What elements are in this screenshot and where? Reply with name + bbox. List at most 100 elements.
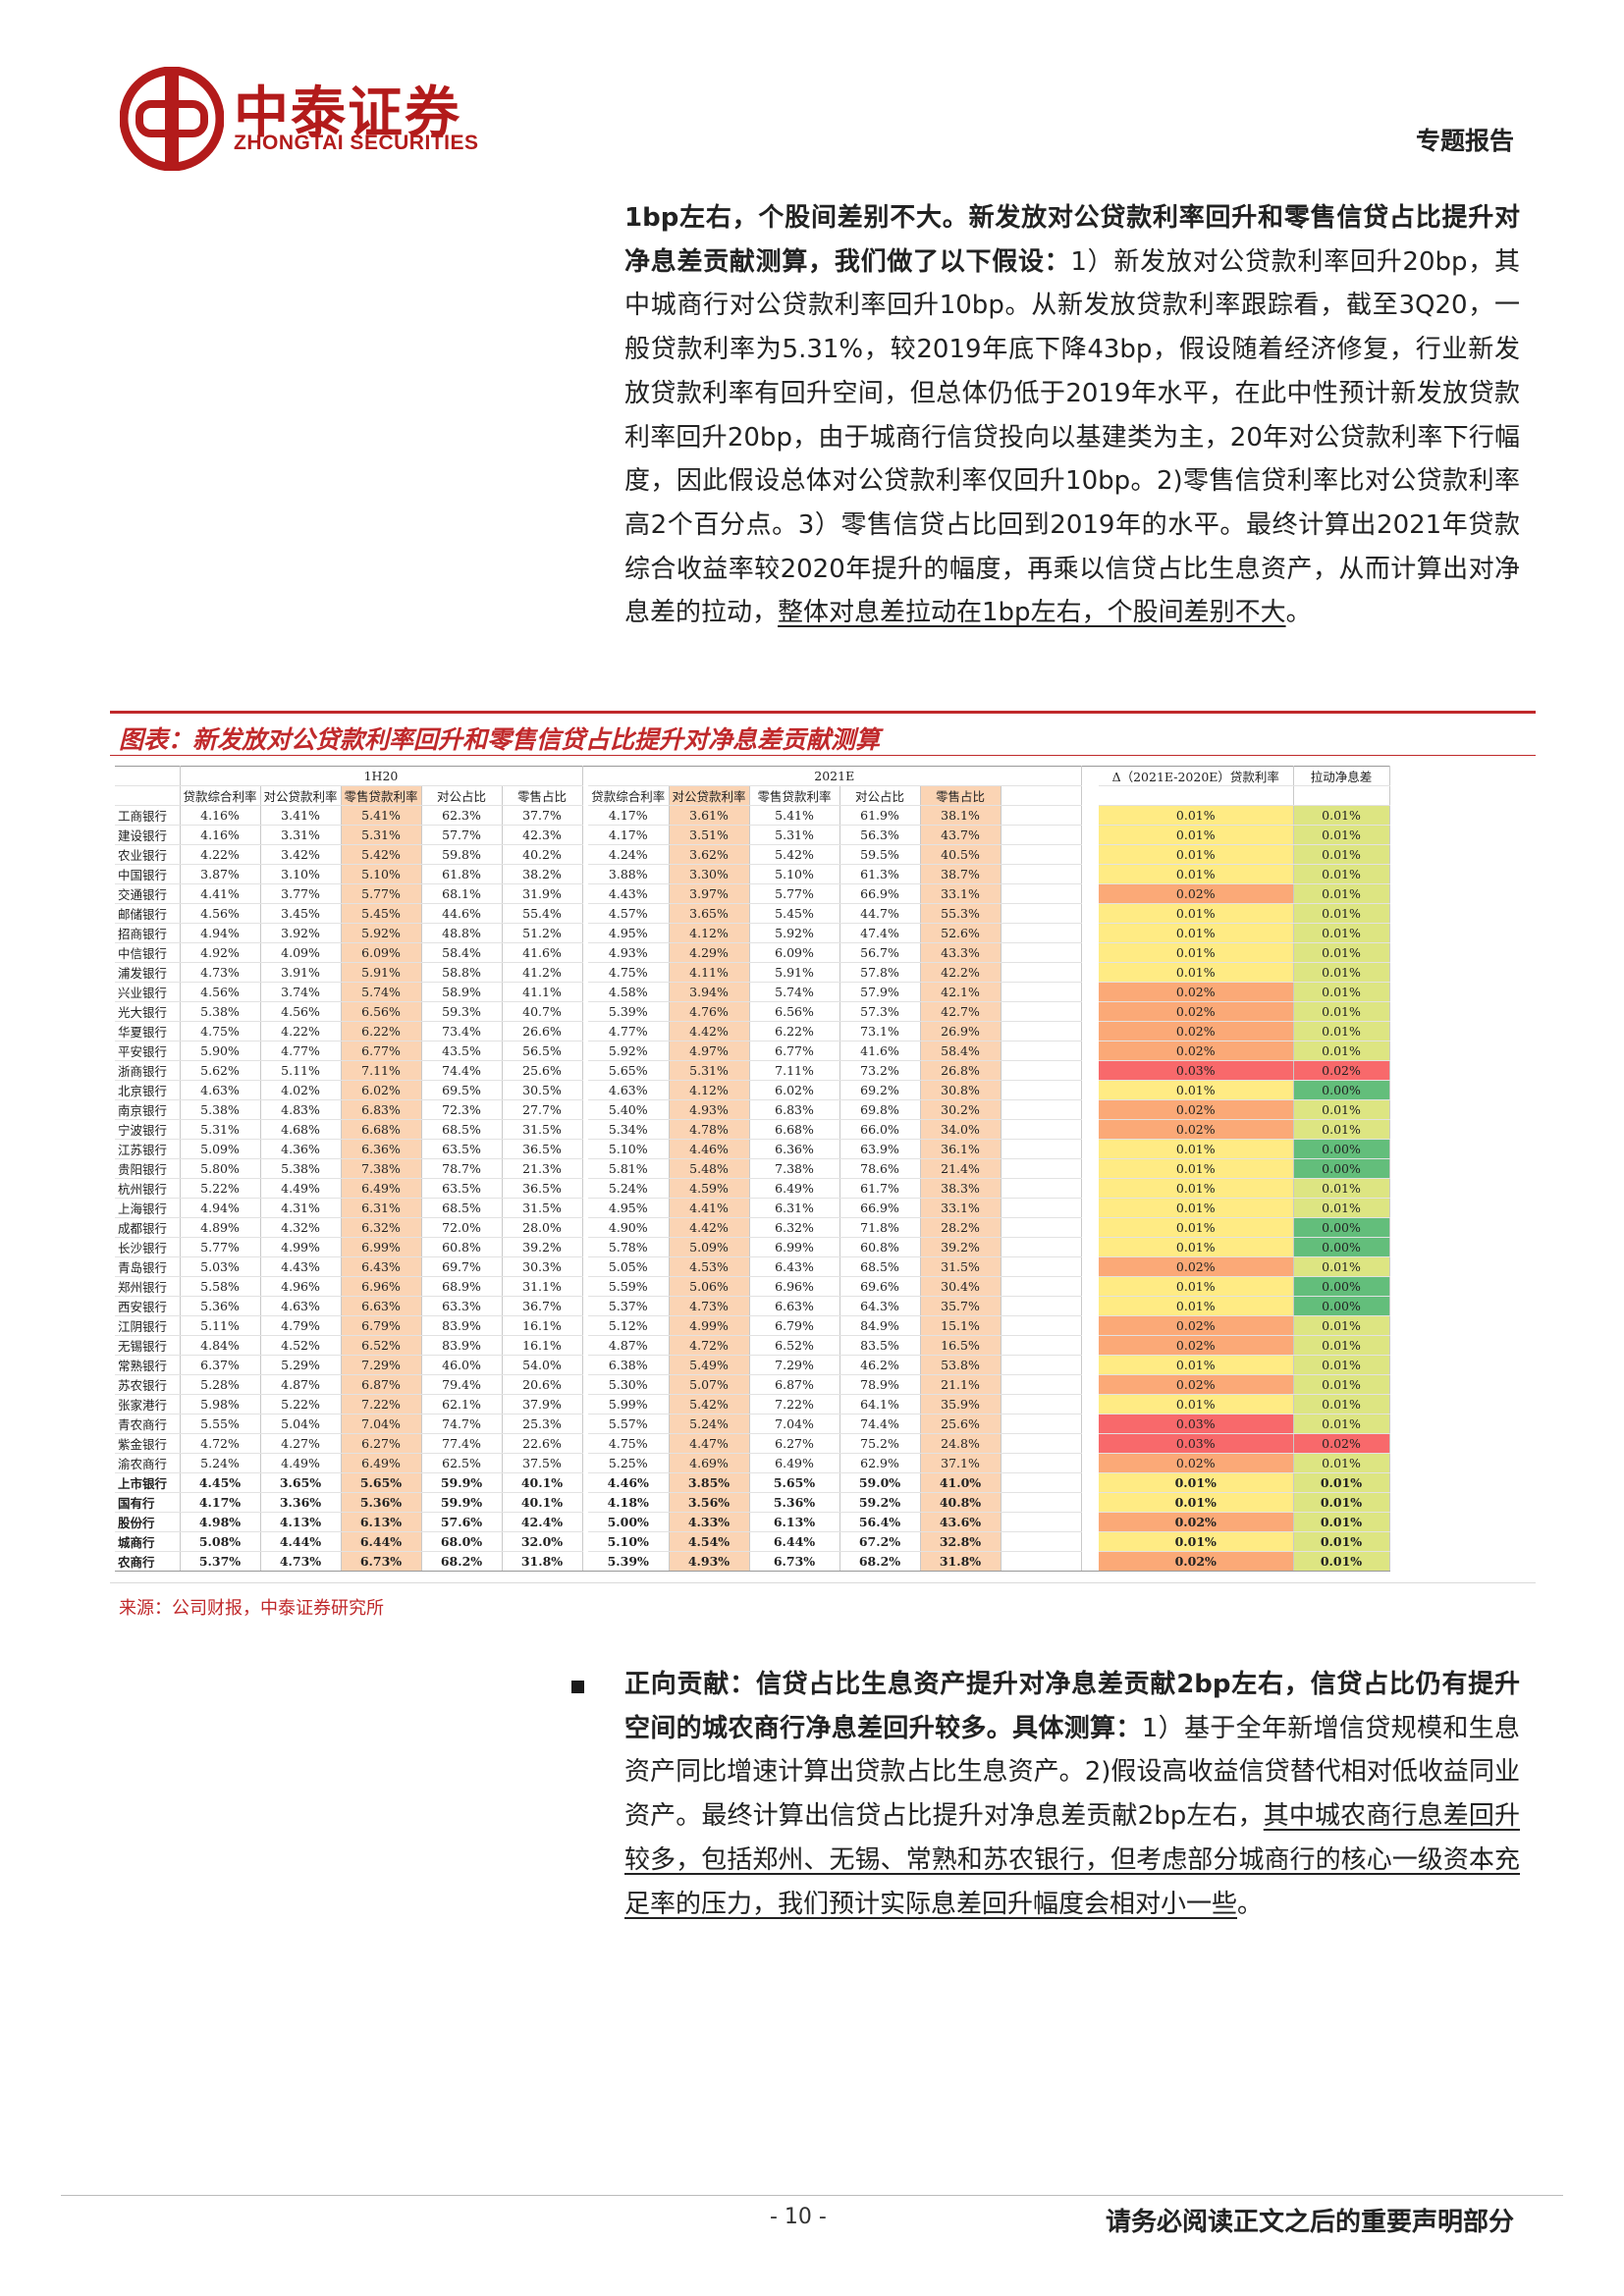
- delta-rate-cell: 0.01%: [1099, 1276, 1294, 1297]
- col-header-blank: [1099, 785, 1294, 806]
- e2021-value-cell: 4.87%: [588, 1335, 670, 1356]
- delta-rate-cell: 0.01%: [1099, 903, 1294, 924]
- h1-value-cell: 5.98%: [180, 1394, 261, 1415]
- h1-value-cell: 6.27%: [341, 1433, 422, 1454]
- e2021-value-cell: 66.9%: [839, 883, 921, 904]
- gap-cell: [582, 1099, 588, 1120]
- h1-value-cell: 6.96%: [341, 1276, 422, 1297]
- h1-value-cell: 4.84%: [180, 1335, 261, 1356]
- gap-cell: [1081, 1178, 1099, 1199]
- e2021-value-cell: 43.3%: [920, 942, 1001, 963]
- h1-value-cell: 56.5%: [502, 1041, 583, 1061]
- blank-cell: [1001, 1198, 1082, 1218]
- nim-pull-cell: 0.01%: [1293, 1453, 1390, 1473]
- e2021-value-cell: 6.38%: [588, 1355, 670, 1375]
- h1-value-cell: 5.09%: [180, 1139, 261, 1159]
- e2021-value-cell: 33.1%: [920, 883, 1001, 904]
- nim-pull-cell: 0.01%: [1293, 1335, 1390, 1356]
- bank-name-cell: 光大银行: [115, 1001, 181, 1022]
- h1-value-cell: 79.4%: [421, 1374, 503, 1395]
- table-row: 渝农商行 5.24% 4.49% 6.49% 62.5% 37.5% 5.25% 4.69% 6…: [115, 1453, 1390, 1473]
- delta-rate-cell: 0.02%: [1099, 1335, 1294, 1356]
- e2021-value-cell: 56.7%: [839, 942, 921, 963]
- blank-cell: [1001, 1453, 1082, 1473]
- blank-cell: [1001, 1276, 1082, 1297]
- table-row: 江阴银行 5.11% 4.79% 6.79% 83.9% 16.1% 5.12% 4.99% 6…: [115, 1315, 1390, 1336]
- bank-name-cell: 宁波银行: [115, 1119, 181, 1140]
- delta-header: Δ（2021E-2020E）贷款利率: [1099, 766, 1294, 786]
- table-row: 宁波银行 5.31% 4.68% 6.68% 68.5% 31.5% 5.34% 4.78% 6…: [115, 1119, 1390, 1140]
- bank-name-cell: 苏农银行: [115, 1374, 181, 1395]
- blank-cell: [1001, 1335, 1082, 1356]
- e2021-value-cell: 4.46%: [669, 1139, 750, 1159]
- gap-cell: [582, 805, 588, 826]
- h1-value-cell: 68.0%: [421, 1531, 503, 1552]
- h1-value-cell: 54.0%: [502, 1355, 583, 1375]
- delta-rate-cell: 0.02%: [1099, 1453, 1294, 1473]
- h1-value-cell: 6.13%: [341, 1512, 422, 1532]
- e2021-value-cell: 3.61%: [669, 805, 750, 826]
- h1-value-cell: 4.77%: [260, 1041, 342, 1061]
- e2021-value-cell: 5.31%: [749, 825, 840, 845]
- h1-value-cell: 3.36%: [260, 1492, 342, 1513]
- figure-source: 来源：公司财报，中泰证券研究所: [119, 1598, 384, 1619]
- h1-value-cell: 4.72%: [180, 1433, 261, 1454]
- col-header: 对公贷款利率: [669, 785, 750, 806]
- gap-cell: [582, 1414, 588, 1434]
- e2021-value-cell: 59.2%: [839, 1492, 921, 1513]
- delta-rate-cell: 0.01%: [1099, 864, 1294, 884]
- blank-cell: [1001, 883, 1082, 904]
- e2021-value-cell: 5.81%: [588, 1158, 670, 1179]
- bank-name-cell: 股份行: [115, 1512, 181, 1532]
- h1-value-cell: 4.49%: [260, 1178, 342, 1199]
- e2021-value-cell: 63.9%: [839, 1139, 921, 1159]
- h1-value-cell: 58.4%: [421, 942, 503, 963]
- table-row: 青农商行 5.55% 5.04% 7.04% 74.7% 25.3% 5.57% 5.24% 7…: [115, 1414, 1390, 1434]
- nim-pull-cell: 0.01%: [1293, 942, 1390, 963]
- bank-name-cell: 长沙银行: [115, 1237, 181, 1257]
- e2021-value-cell: 7.11%: [749, 1060, 840, 1081]
- e2021-value-cell: 6.87%: [749, 1374, 840, 1395]
- gap-cell: [582, 1217, 588, 1238]
- delta-rate-cell: 0.03%: [1099, 1433, 1294, 1454]
- e2021-value-cell: 6.96%: [749, 1276, 840, 1297]
- logo-wordmark: 中泰证券: [234, 81, 461, 145]
- nim-pull-cell: 0.01%: [1293, 1315, 1390, 1336]
- gap-cell: [582, 1158, 588, 1179]
- table-row: 常熟银行 6.37% 5.29% 7.29% 46.0% 54.0% 6.38% 5.49% 7…: [115, 1355, 1390, 1375]
- table-row: 上海银行 4.94% 4.31% 6.31% 68.5% 31.5% 4.95% 4.41% 6…: [115, 1198, 1390, 1218]
- table-row: 成都银行 4.89% 4.32% 6.32% 72.0% 28.0% 4.90% 4.42% 6…: [115, 1217, 1390, 1238]
- table-row: 南京银行 5.38% 4.83% 6.83% 72.3% 27.7% 5.40% 4.93% 6…: [115, 1099, 1390, 1120]
- bank-name-cell: 平安银行: [115, 1041, 181, 1061]
- blank-cell: [1001, 942, 1082, 963]
- paragraph-conclusion: 整体对息差拉动在1bp左右，个股间差别不大: [778, 598, 1286, 628]
- delta-rate-cell: 0.02%: [1099, 1551, 1294, 1572]
- e2021-value-cell: 66.9%: [839, 1198, 921, 1218]
- gap-cell: [1081, 1158, 1099, 1179]
- h1-value-cell: 4.68%: [260, 1119, 342, 1140]
- e2021-value-cell: 73.1%: [839, 1021, 921, 1041]
- h1-value-cell: 5.80%: [180, 1158, 261, 1179]
- delta-rate-cell: 0.01%: [1099, 1080, 1294, 1100]
- e2021-value-cell: 6.73%: [749, 1551, 840, 1572]
- nim-pull-cell: 0.01%: [1293, 982, 1390, 1002]
- h1-value-cell: 4.09%: [260, 942, 342, 963]
- e2021-value-cell: 21.4%: [920, 1158, 1001, 1179]
- e2021-value-cell: 4.78%: [669, 1119, 750, 1140]
- e2021-value-cell: 26.9%: [920, 1021, 1001, 1041]
- h1-value-cell: 6.73%: [341, 1551, 422, 1572]
- nim-pull-cell: 0.01%: [1293, 883, 1390, 904]
- h1-value-cell: 5.10%: [341, 864, 422, 884]
- e2021-value-cell: 6.63%: [749, 1296, 840, 1316]
- blank-cell: [1001, 1178, 1082, 1199]
- gap-cell: [1081, 844, 1099, 865]
- blank-cell: [1001, 864, 1082, 884]
- e2021-value-cell: 4.93%: [669, 1551, 750, 1572]
- h1-value-cell: 25.3%: [502, 1414, 583, 1434]
- h1-value-cell: 3.91%: [260, 962, 342, 983]
- gap-cell: [1081, 1355, 1099, 1375]
- delta-rate-cell: 0.02%: [1099, 1512, 1294, 1532]
- e2021-value-cell: 4.12%: [669, 923, 750, 943]
- e2021-value-cell: 4.46%: [588, 1472, 670, 1493]
- e2021-value-cell: 5.42%: [749, 844, 840, 865]
